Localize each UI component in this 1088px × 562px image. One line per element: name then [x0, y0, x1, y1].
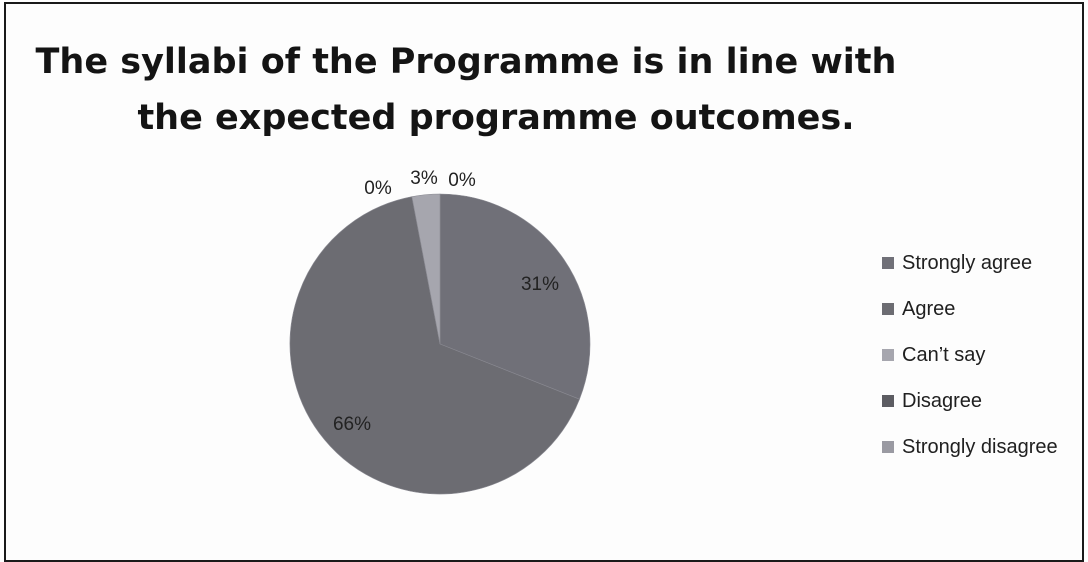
pie-chart: 31% 66% 3% 0% 0%: [289, 168, 591, 495]
legend-label: Strongly disagree: [902, 435, 1058, 458]
data-label-strongly-disagree: 0%: [364, 178, 392, 199]
legend-label: Can’t say: [902, 343, 986, 366]
legend-swatch: [882, 303, 894, 315]
legend-label: Disagree: [902, 389, 983, 412]
legend-item-agree: Agree: [882, 286, 1058, 332]
legend-item-cant-say: Can’t say: [882, 332, 1058, 378]
legend-item-strongly-agree: Strongly agree: [882, 240, 1058, 286]
pie-slice-can-t-say: [411, 193, 441, 345]
legend-swatch: [882, 349, 894, 361]
legend-item-strongly-disagree: Strongly disagree: [882, 424, 1058, 470]
chart-legend: Strongly agree Agree Can’t say Disagree …: [882, 240, 1058, 470]
legend-swatch: [882, 395, 894, 407]
pie-slice-agree: [289, 196, 580, 495]
legend-item-disagree: Disagree: [882, 378, 1058, 424]
legend-swatch: [882, 257, 894, 269]
pie-slice-strongly-agree: [439, 193, 591, 400]
chart-frame: The syllabi of the Programme is in line …: [4, 2, 1084, 562]
data-label-can-t-say: 3%: [410, 168, 438, 189]
legend-label: Strongly agree: [902, 251, 1033, 274]
data-label-strongly-agree: 31%: [521, 274, 559, 295]
data-label-agree: 66%: [333, 414, 371, 435]
legend-swatch: [882, 441, 894, 453]
chart-title-line-2: the expected programme outcomes.: [137, 98, 855, 138]
legend-label: Agree: [902, 297, 956, 320]
chart-title: The syllabi of the Programme is in line …: [6, 34, 1086, 146]
chart-title-line-1: The syllabi of the Programme is in line …: [35, 42, 897, 82]
data-label-disagree: 0%: [448, 170, 476, 191]
